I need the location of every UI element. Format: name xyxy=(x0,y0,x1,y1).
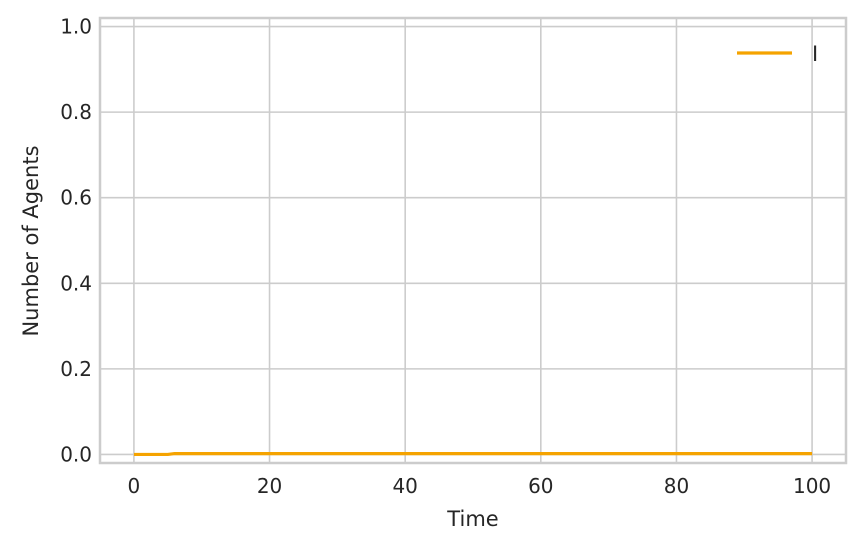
x-axis-label: Time xyxy=(446,507,498,531)
x-tick-label: 20 xyxy=(257,474,282,498)
series-line-I xyxy=(133,451,813,457)
x-tick-label: 0 xyxy=(128,474,141,498)
x-tick-label: 40 xyxy=(392,474,417,498)
y-tick-label: 0.8 xyxy=(60,100,92,124)
y-tick-label: 0.4 xyxy=(60,271,92,295)
y-tick-label: 0.6 xyxy=(60,186,92,210)
series-lines xyxy=(133,451,813,457)
x-tick-label: 60 xyxy=(528,474,553,498)
y-tick-label: 0.2 xyxy=(60,357,92,381)
y-tick-label: 0.0 xyxy=(60,442,92,466)
x-tick-labels: 0 20 40 60 80 100 xyxy=(128,474,832,498)
x-tick-label: 80 xyxy=(664,474,689,498)
y-tick-label: 1.0 xyxy=(60,15,92,39)
plot-area xyxy=(100,18,846,463)
plot-frame xyxy=(98,16,848,465)
y-axis-label: Number of Agents xyxy=(19,145,43,336)
y-tick-labels: 0.0 0.2 0.4 0.6 0.8 1.0 xyxy=(60,15,92,467)
legend: I xyxy=(737,42,818,66)
x-tick-label: 100 xyxy=(793,474,831,498)
legend-label: I xyxy=(812,42,818,66)
